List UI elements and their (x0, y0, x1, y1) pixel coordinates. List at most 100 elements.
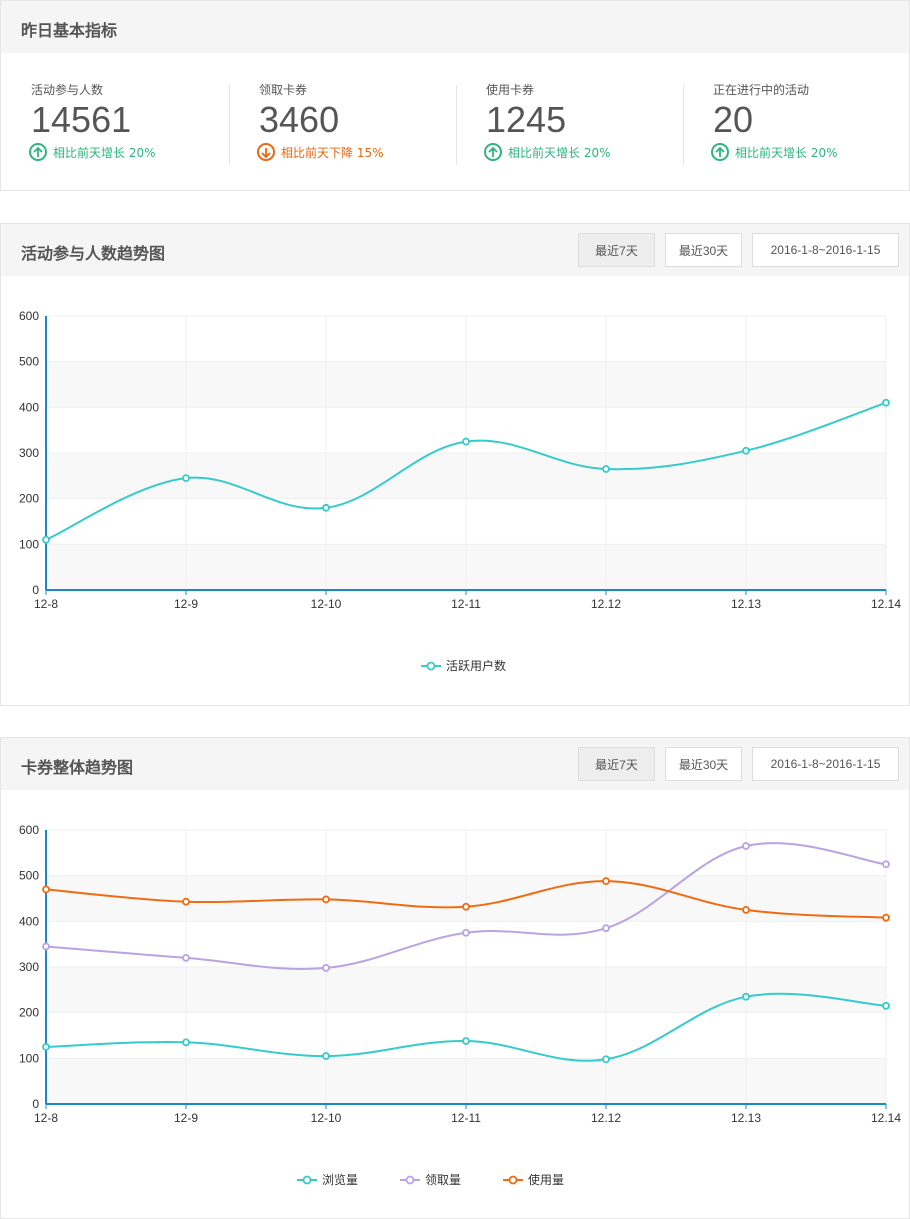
arrow-up-icon (484, 143, 502, 161)
last-30-days-button[interactable]: 最近30天 (665, 747, 742, 781)
data-point (462, 902, 470, 911)
metric-trend-text: 相比前天增长 20% (53, 145, 156, 160)
x-tick-label: 12.12 (591, 597, 621, 611)
data-point (322, 964, 330, 972)
data-point (742, 992, 750, 1001)
y-tick-label: 300 (19, 960, 39, 974)
metric-trend: 相比前天增长 20% (711, 143, 838, 161)
metric-value: 1245 (486, 99, 567, 140)
metrics-panel-title: 昨日基本指标 (21, 21, 118, 40)
legend-item: 使用量 (503, 1172, 564, 1187)
legend-item: 浏览量 (297, 1172, 358, 1187)
y-tick-label: 400 (19, 400, 39, 414)
y-tick-label: 100 (19, 537, 39, 551)
metric-trend-text: 相比前天增长 20% (735, 145, 838, 160)
y-tick-label: 600 (19, 823, 39, 837)
metric-coupons-used: 使用卡券 1245 相比前天增长 20% (456, 53, 683, 191)
data-point (322, 503, 330, 512)
data-point (322, 895, 330, 904)
data-point (882, 913, 890, 922)
data-point (602, 465, 610, 473)
metric-label: 领取卡券 (259, 83, 308, 97)
legend-marker (302, 1175, 312, 1185)
y-tick-label: 400 (19, 914, 39, 928)
data-point (42, 885, 50, 894)
y-tick-label: 600 (19, 309, 39, 323)
x-tick-label: 12.12 (591, 1111, 621, 1125)
y-tick-label: 0 (32, 1097, 39, 1111)
y-tick-label: 500 (19, 355, 39, 369)
data-point (602, 1055, 610, 1064)
data-point (742, 842, 750, 850)
y-tick-label: 200 (19, 1006, 39, 1020)
x-tick-label: 12-11 (451, 597, 481, 611)
metric-participants: 活动参与人数 14561 相比前天增长 20% (1, 53, 229, 191)
metric-divider (229, 85, 230, 165)
metric-active-campaigns: 正在进行中的活动 20 相比前天增长 20% (683, 53, 909, 191)
data-point (462, 1037, 470, 1045)
data-point (42, 535, 50, 544)
coupon-panel-header: 卡券整体趋势图 最近7天 最近30天 2016-1-8~2016-1-15 (1, 738, 909, 790)
metric-coupons-claimed: 领取卡券 3460 相比前天下降 15% (229, 53, 456, 191)
metric-label: 使用卡券 (486, 83, 535, 97)
last-30-days-button[interactable]: 最近30天 (665, 233, 742, 267)
x-tick-label: 12-8 (34, 597, 58, 611)
metric-divider (683, 85, 684, 165)
metric-label: 活动参与人数 (31, 83, 104, 97)
x-tick-label: 12-8 (34, 1111, 58, 1125)
metric-value: 20 (713, 99, 754, 140)
y-tick-label: 300 (19, 446, 39, 460)
legend-item: 活跃用户数 (421, 658, 506, 673)
legend-marker (426, 661, 436, 671)
metrics-panel: 昨日基本指标 活动参与人数 14561 相比前天增长 20% 领取卡券 3460… (0, 0, 910, 191)
arrow-up-icon (711, 143, 729, 161)
x-tick-label: 12.13 (731, 1111, 761, 1125)
last-7-days-button[interactable]: 最近7天 (578, 747, 655, 781)
metric-divider (456, 85, 457, 165)
data-point (602, 877, 610, 886)
metrics-row: 活动参与人数 14561 相比前天增长 20% 领取卡券 3460 相比前天下降… (1, 53, 909, 190)
metric-trend: 相比前天增长 20% (29, 143, 156, 161)
data-point (42, 942, 50, 951)
metric-trend-text: 相比前天增长 20% (508, 145, 611, 160)
legend-label: 使用量 (528, 1172, 564, 1187)
data-point (42, 1043, 50, 1051)
metric-trend: 相比前天下降 15% (257, 143, 384, 161)
data-point (602, 924, 610, 933)
legend-marker (405, 1175, 415, 1185)
legend-marker (508, 1175, 518, 1185)
legend-item: 领取量 (400, 1173, 461, 1187)
y-tick-label: 0 (32, 583, 39, 597)
data-point (882, 860, 890, 869)
data-point (742, 446, 750, 455)
data-point (882, 1001, 890, 1010)
metric-trend: 相比前天增长 20% (484, 143, 611, 161)
data-point (462, 437, 470, 446)
metric-value: 3460 (259, 99, 340, 140)
participants-line-chart: 0 100 200 300 400 500 600 12-8 12-9 12-10 12-11 12.… (19, 309, 901, 673)
y-tick-label: 500 (19, 869, 39, 883)
data-point (182, 897, 190, 906)
last-7-days-button[interactable]: 最近7天 (578, 233, 655, 267)
participants-trend-panel: 活动参与人数趋势图 最近7天 最近30天 2016-1-8~2016-1-15 … (0, 223, 910, 706)
date-range-button[interactable]: 2016-1-8~2016-1-15 (752, 747, 899, 781)
coupon-panel-title: 卡券整体趋势图 (21, 758, 134, 777)
x-tick-label: 12-10 (311, 597, 342, 611)
arrow-down-icon (257, 143, 275, 161)
data-point (182, 474, 190, 483)
x-tick-label: 12-10 (311, 1111, 342, 1125)
y-tick-label: 100 (19, 1051, 39, 1065)
participants-panel-title: 活动参与人数趋势图 (21, 244, 166, 263)
data-point (742, 906, 750, 914)
legend-label: 浏览量 (322, 1172, 358, 1187)
date-range-button[interactable]: 2016-1-8~2016-1-15 (752, 233, 899, 267)
data-point (182, 1038, 190, 1047)
x-tick-label: 12.14 (871, 1111, 901, 1125)
metrics-panel-header: 昨日基本指标 (1, 1, 909, 53)
x-tick-label: 12.14 (871, 597, 901, 611)
x-tick-label: 12-9 (174, 1111, 198, 1125)
metric-label: 正在进行中的活动 (713, 83, 810, 97)
data-point (462, 928, 470, 937)
participants-panel-header: 活动参与人数趋势图 最近7天 最近30天 2016-1-8~2016-1-15 (1, 224, 909, 276)
